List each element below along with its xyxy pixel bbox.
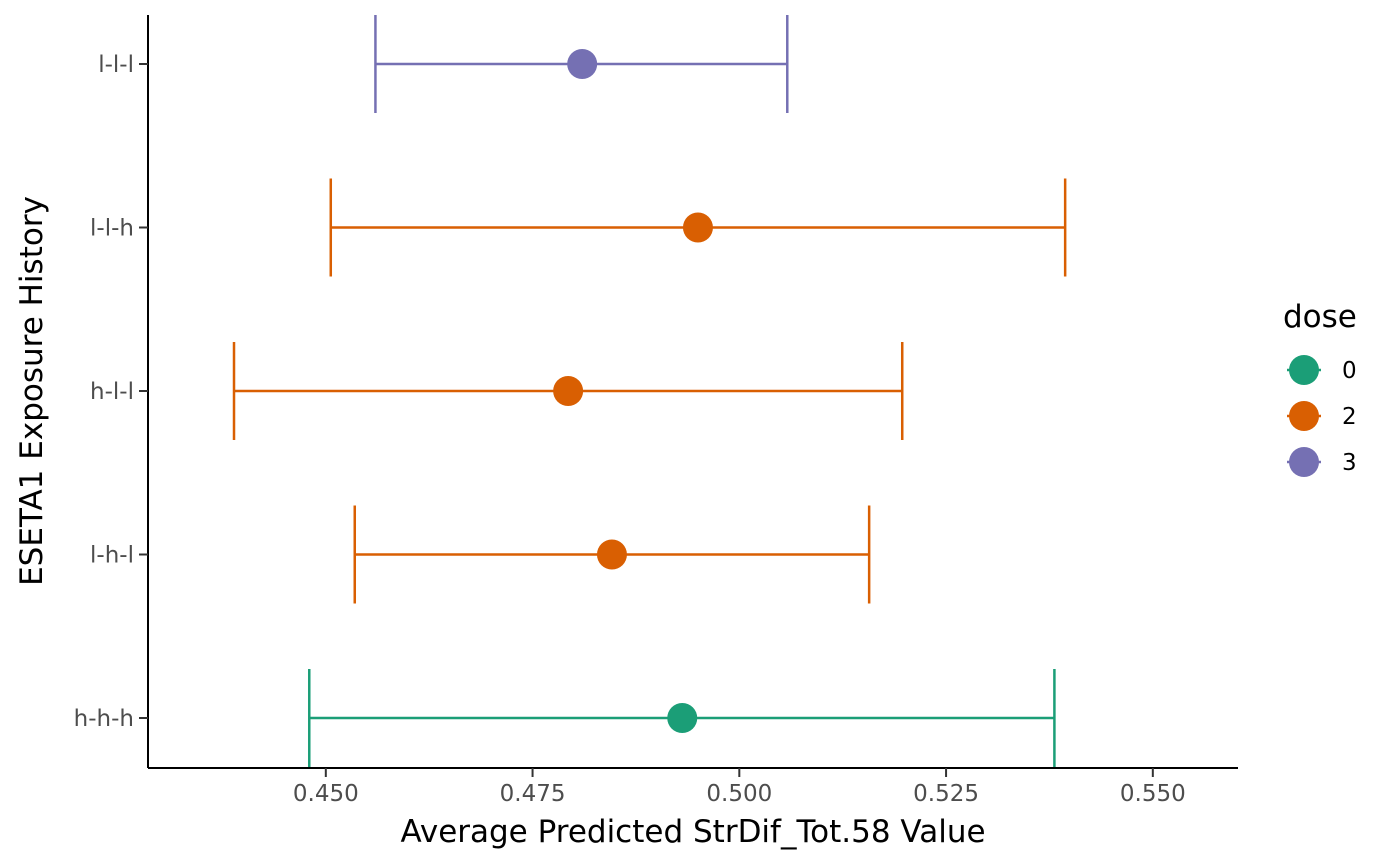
- legend-label: 0: [1342, 358, 1357, 384]
- estimate-point: [596, 539, 627, 570]
- x-axis-title: Average Predicted StrDif_Tot.58 Value: [400, 814, 985, 850]
- chart-marks: [232, 15, 1067, 767]
- y-tick-label: l-h-l: [90, 543, 134, 569]
- legend-entry-2: 2: [1287, 401, 1357, 431]
- x-axis-ticks: 0.450 0.475 0.500 0.525 0.550: [293, 768, 1186, 807]
- x-tick-label: 0.475: [500, 781, 566, 807]
- y-tick-label: l-l-h: [90, 216, 134, 242]
- estimate-point: [553, 376, 584, 406]
- y-axis-title: ESETA1 Exposure History: [14, 196, 50, 586]
- y-tick-label: h-l-l: [90, 379, 134, 405]
- legend-label: 3: [1342, 450, 1357, 476]
- legend: dose 0 2 3: [1283, 299, 1357, 477]
- legend-title: dose: [1283, 299, 1357, 335]
- point-range-l-l-l: [374, 15, 789, 113]
- estimate-point: [667, 703, 698, 733]
- point-range-h-h-h: [308, 669, 1056, 767]
- legend-key-point: [1289, 355, 1319, 385]
- estimate-point: [567, 49, 598, 79]
- x-tick-label: 0.525: [913, 781, 979, 807]
- legend-entry-3: 3: [1287, 447, 1357, 477]
- point-range-l-l-h: [329, 178, 1067, 277]
- legend-entries: 0 2 3: [1287, 355, 1357, 477]
- legend-key-point: [1289, 447, 1319, 477]
- y-tick-label: h-h-h: [74, 706, 134, 732]
- legend-label: 2: [1342, 404, 1357, 430]
- point-range-l-h-l: [353, 505, 871, 604]
- x-tick-label: 0.500: [706, 781, 772, 807]
- y-tick-label: l-l-l: [98, 52, 134, 78]
- legend-entry-0: 0: [1287, 355, 1357, 385]
- estimate-point: [682, 212, 713, 243]
- y-axis-ticks: l-l-l l-l-h h-l-l l-h-l h-h-h: [74, 52, 148, 732]
- x-tick-label: 0.550: [1120, 781, 1186, 807]
- legend-key-point: [1289, 401, 1319, 431]
- point-range-h-l-l: [232, 342, 904, 440]
- x-tick-label: 0.450: [293, 781, 359, 807]
